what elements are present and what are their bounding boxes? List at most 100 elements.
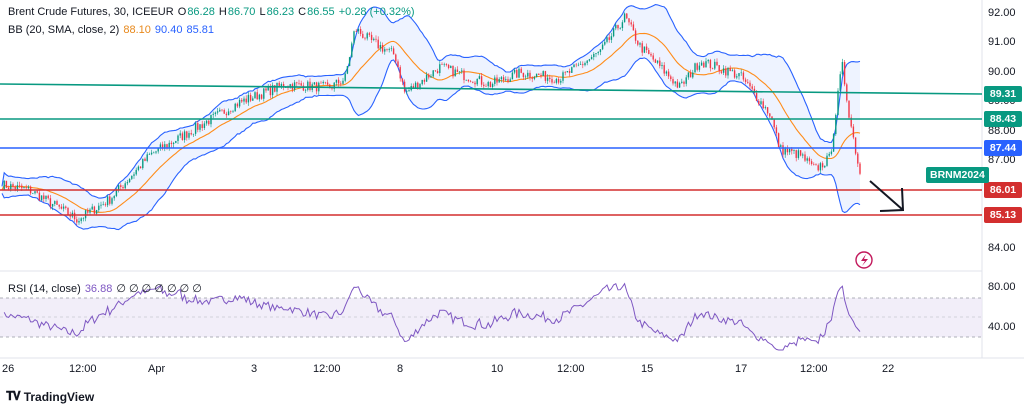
candle-body — [788, 148, 791, 153]
time-axis-label: Apr — [148, 363, 166, 375]
bb-fill — [2, 4, 860, 230]
candle-body — [722, 68, 725, 73]
candle-body — [857, 153, 859, 164]
candle-body — [34, 191, 36, 194]
lightning-icon[interactable] — [855, 251, 873, 269]
candle-body — [243, 98, 245, 102]
candle-body — [766, 107, 769, 114]
candle-body — [828, 153, 830, 156]
candle-body — [626, 13, 628, 19]
candle-body — [707, 59, 709, 62]
level-price-tag: 85.13 — [984, 207, 1022, 223]
candle-body — [49, 198, 52, 207]
candle-body — [683, 81, 685, 84]
candle-body — [115, 190, 118, 197]
candle-body — [157, 148, 159, 152]
candle-body — [93, 206, 96, 214]
candle-body — [520, 68, 522, 73]
candle-body — [518, 68, 520, 78]
candle-body — [175, 140, 177, 143]
close-label: C — [298, 6, 307, 18]
candle-body — [122, 187, 124, 189]
candle-body — [166, 144, 168, 148]
time-axis-label: 26 — [2, 363, 15, 375]
candle-body — [388, 48, 390, 50]
price-axis-label: 88.00 — [988, 124, 1016, 137]
candle-body — [742, 72, 745, 80]
candle-body — [78, 221, 80, 223]
candle-body — [738, 73, 740, 77]
candle-body — [764, 107, 767, 109]
candle-body — [698, 65, 701, 70]
time-axis-label: 15 — [641, 363, 654, 375]
time-axis-label: 12:00 — [313, 363, 341, 375]
time-axis-label: 12:00 — [557, 363, 585, 375]
candle-body — [736, 76, 738, 78]
candle-body — [769, 113, 771, 117]
candle-body — [403, 81, 406, 92]
candle-body — [727, 68, 729, 76]
candle-body — [487, 82, 489, 87]
candle-body — [817, 165, 819, 171]
candle-body — [582, 64, 584, 66]
candle-body — [27, 186, 30, 189]
candle-body — [40, 195, 43, 201]
candle-body — [135, 169, 137, 175]
price-axis-label: 91.00 — [988, 36, 1016, 49]
candle-body — [643, 46, 646, 53]
candle-body — [56, 201, 58, 205]
candle-body — [348, 57, 351, 67]
candle-body — [784, 148, 786, 155]
price-axis-label: 92.00 — [988, 7, 1016, 19]
candle-body — [661, 65, 663, 67]
candle-body — [476, 78, 478, 85]
candle-body — [744, 79, 747, 82]
candle-body — [351, 43, 353, 58]
candle-body — [38, 192, 41, 201]
candle-body — [373, 38, 375, 41]
candle-body — [60, 206, 63, 209]
candle-body — [124, 183, 126, 189]
candle-body — [439, 64, 441, 74]
candle-body — [705, 61, 707, 68]
horizontal-levels[interactable] — [0, 83, 983, 216]
candle-body — [571, 67, 573, 73]
candle-body — [199, 124, 201, 130]
candle-body — [516, 69, 518, 78]
candle-body — [181, 133, 184, 140]
bb-basis-value: 88.10 — [123, 24, 151, 36]
candle-body — [465, 79, 467, 81]
candle-body — [799, 150, 802, 156]
candle-body — [331, 88, 333, 89]
candle-body — [593, 54, 595, 58]
candle-body — [762, 101, 764, 109]
time-axis-label: 12:00 — [69, 363, 97, 375]
candle-body — [274, 85, 276, 92]
candle-body — [401, 78, 404, 82]
candle-body — [249, 94, 252, 101]
candle-body — [751, 86, 753, 89]
candle-body — [47, 195, 49, 199]
candle-body — [432, 70, 434, 77]
candle-body — [575, 64, 577, 66]
candle-body — [375, 38, 377, 40]
candle-body — [219, 109, 221, 112]
candle-body — [839, 74, 841, 91]
candle-body — [344, 73, 346, 81]
candle-body — [544, 71, 547, 81]
candle-body — [296, 82, 298, 84]
candle-body — [36, 191, 38, 193]
candle-body — [837, 90, 839, 115]
time-axis-label: 22 — [882, 363, 895, 375]
candle-body — [663, 65, 665, 74]
candle-body — [364, 37, 366, 39]
candle-body — [608, 37, 610, 40]
time-axis-label: 8 — [397, 363, 404, 375]
candle-body — [859, 163, 861, 174]
candle-body — [443, 64, 445, 65]
candle-body — [678, 82, 681, 88]
candle-body — [76, 219, 78, 223]
candle-body — [58, 204, 60, 207]
candle-body — [485, 86, 487, 87]
